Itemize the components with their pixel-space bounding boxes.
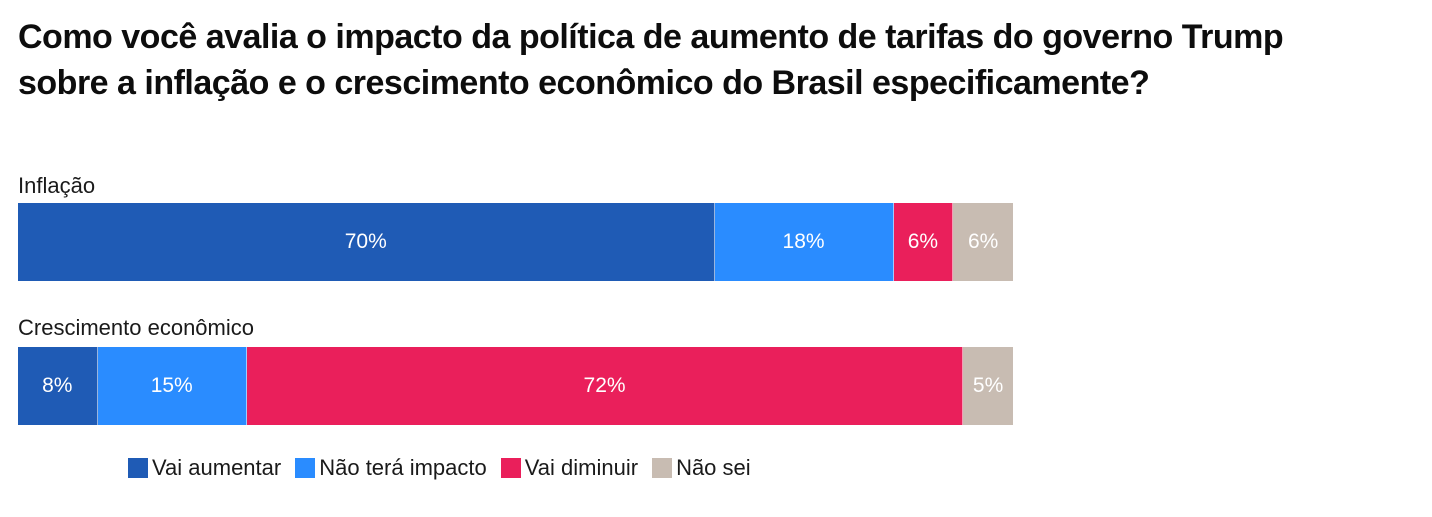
chart-legend: Vai aumentar Não terá impacto Vai diminuir… bbox=[128, 455, 765, 481]
bar-segment-n-o-sei: 6% bbox=[953, 203, 1013, 281]
bar-segment-n-o-ter-impacto: 15% bbox=[97, 347, 247, 425]
legend-label: Vai aumentar bbox=[152, 455, 282, 480]
chart-title-line-2: sobre a inflação e o crescimento econômi… bbox=[18, 64, 1150, 102]
stacked-bar-crescimento: 8% 15% 72% 5% bbox=[18, 347, 1013, 425]
legend-label: Não terá impacto bbox=[319, 455, 487, 480]
legend-label: Vai diminuir bbox=[524, 455, 639, 480]
legend-swatch bbox=[128, 458, 148, 478]
bar-segment-vai-diminuir: 6% bbox=[893, 203, 954, 281]
legend-item: Vai diminuir bbox=[500, 455, 639, 481]
bar-segment-n-o-sei: 5% bbox=[963, 347, 1013, 425]
legend-label: Não sei bbox=[676, 455, 751, 480]
bar-segment-vai-aumentar: 70% bbox=[18, 203, 715, 281]
stacked-bar-inflacao: 70% 18% 6% 6% bbox=[18, 203, 1013, 281]
legend-item: Não terá impacto bbox=[295, 455, 487, 481]
legend-swatch bbox=[652, 458, 673, 478]
bar-segment-vai-aumentar: 8% bbox=[18, 347, 98, 425]
bar-segment-n-o-ter-impacto: 18% bbox=[714, 203, 894, 281]
legend-swatch bbox=[500, 458, 521, 478]
legend-item: Não sei bbox=[652, 455, 751, 481]
chart-title-line-1: Como você avalia o impacto da política d… bbox=[18, 18, 1284, 56]
legend-swatch bbox=[295, 458, 316, 478]
chart-title: Como você avalia o impacto da política d… bbox=[18, 14, 1418, 106]
legend-item: Vai aumentar bbox=[128, 455, 281, 481]
category-label-crescimento: Crescimento econômico bbox=[18, 315, 254, 340]
bar-segment-vai-diminuir: 72% bbox=[246, 347, 964, 425]
category-label-inflacao: Inflação bbox=[18, 173, 96, 198]
